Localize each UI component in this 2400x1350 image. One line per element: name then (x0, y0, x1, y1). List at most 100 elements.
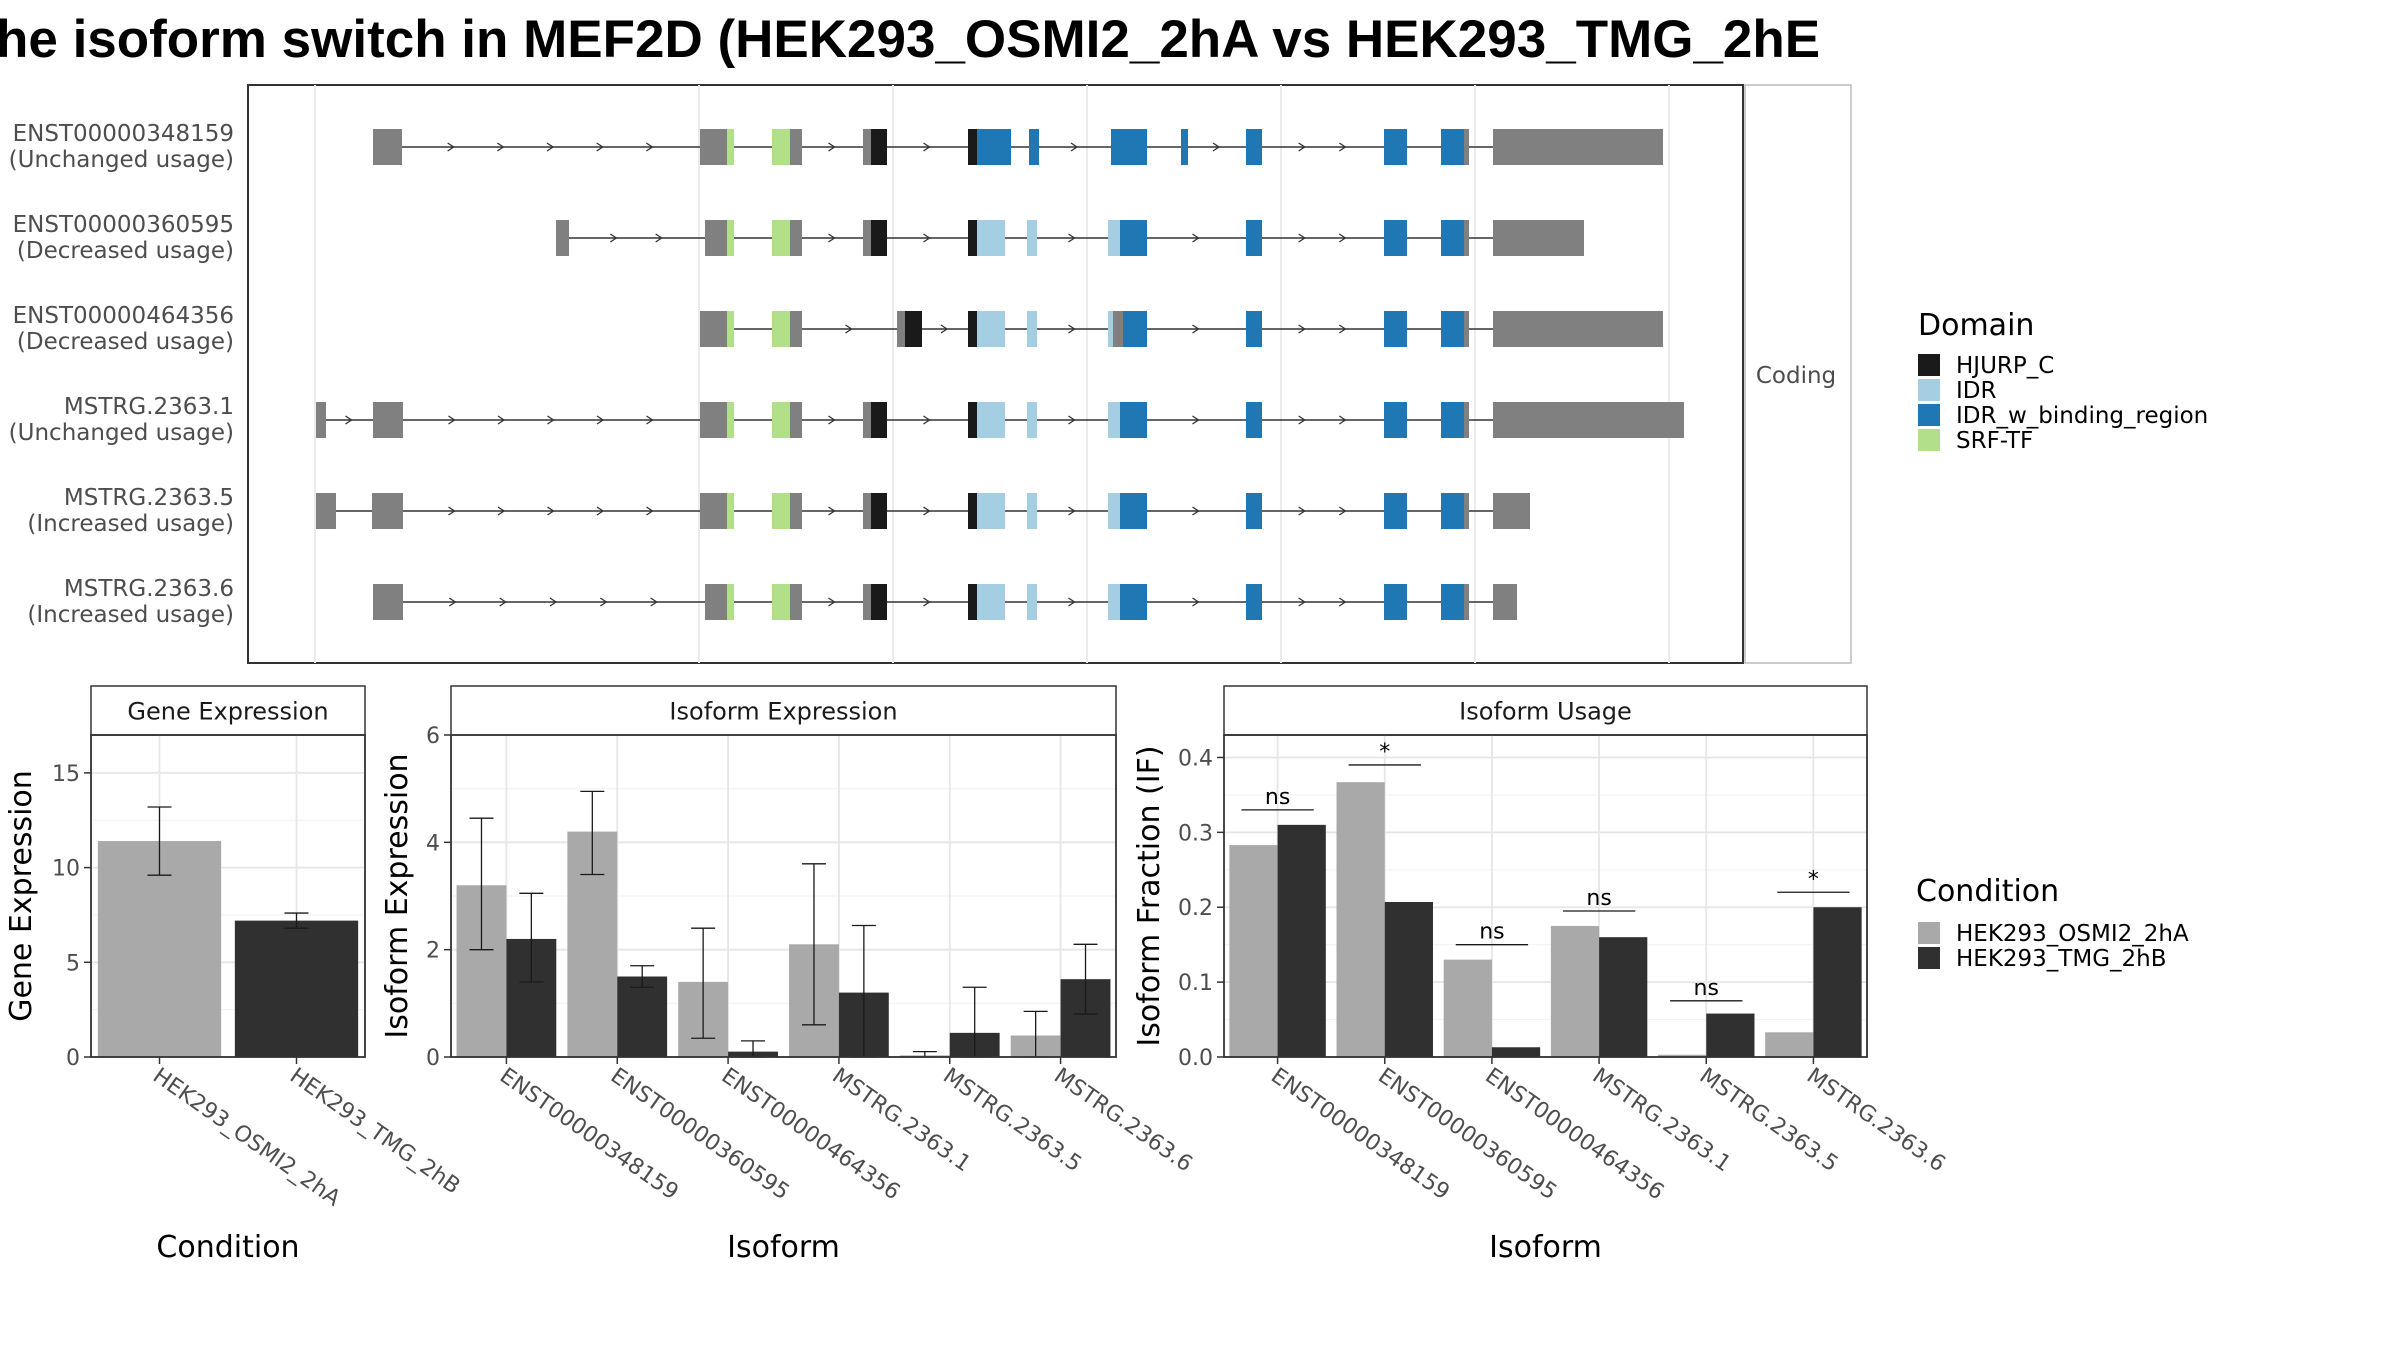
strand-arrow (646, 506, 654, 516)
exon-block (713, 220, 727, 256)
exon-block (1497, 220, 1584, 256)
exon-block (700, 129, 713, 165)
exon-block (790, 493, 802, 529)
exon-block (373, 402, 403, 438)
strand-arrow (1338, 324, 1347, 334)
exon-block (1246, 311, 1262, 347)
strand-arrow (645, 142, 654, 152)
transcript-track (373, 129, 1663, 165)
exon-block (1246, 584, 1262, 620)
exon-block (316, 402, 326, 438)
exon-block (1027, 493, 1037, 529)
panel-border (1223, 734, 1868, 1058)
exon-block (1464, 220, 1469, 256)
strand-arrow (599, 597, 608, 607)
exon-block (790, 311, 802, 347)
strand-arrow (923, 415, 931, 425)
legend-swatch-hjurp-c (1918, 354, 1940, 376)
y-tick-label: 2 (426, 939, 440, 964)
transcript-id-label: MSTRG.2363.6 (64, 576, 234, 602)
strand-arrow (496, 142, 505, 152)
exon-block (372, 493, 403, 529)
exon-block (977, 402, 1005, 438)
exon-block (871, 584, 887, 620)
exon-block (1464, 584, 1469, 620)
strand-arrow (1192, 415, 1200, 425)
exon-block (863, 402, 871, 438)
x-axis-title: Condition (156, 1230, 299, 1265)
bar (1336, 782, 1385, 1057)
x-tick-label: ENST00000464356 (717, 1063, 905, 1205)
exon-block (556, 220, 569, 256)
significance-label: ns (1694, 976, 1719, 1001)
strand-arrow (1298, 142, 1306, 152)
y-tick-label: 4 (426, 831, 440, 856)
exon-block (727, 311, 734, 347)
exon-block (1441, 220, 1464, 256)
strand-arrow (1338, 597, 1347, 607)
strand-arrow (1298, 324, 1306, 334)
condition-legend-title: Condition (1916, 874, 2059, 909)
exon-block (772, 129, 790, 165)
exon-block (373, 129, 402, 165)
strand-arrow (448, 597, 457, 607)
exon-block (968, 402, 977, 438)
strand-arrow (923, 233, 931, 243)
strand-arrow (1298, 597, 1306, 607)
exon-block (1384, 129, 1407, 165)
legend-swatch-cond1 (1918, 922, 1940, 944)
exon-block (1108, 402, 1120, 438)
exon-block (1120, 220, 1147, 256)
bar (1765, 1032, 1814, 1057)
strand-arrow (1298, 415, 1306, 425)
figure-title: he isoform switch in MEF2D (HEK293_OSMI2… (0, 10, 1820, 69)
exon-block (700, 493, 713, 529)
strand-arrow (596, 506, 605, 516)
strand-arrow (940, 324, 949, 334)
legend-swatch-srf-tf (1918, 429, 1940, 451)
exon-block (1246, 493, 1262, 529)
exon-block (1384, 220, 1407, 256)
strand-arrow (549, 597, 558, 607)
bar (97, 841, 222, 1057)
exon-block (1027, 584, 1037, 620)
strand-arrow (1212, 142, 1221, 152)
legend-swatch-idr-binding (1918, 404, 1940, 426)
strand-arrow (828, 142, 836, 152)
strand-arrow (1068, 233, 1076, 243)
exon-block (1120, 584, 1147, 620)
exon-block (968, 220, 977, 256)
isoform-expression-chart: Isoform Expression 0 2 4 6 ENST00000348159ENS… (380, 685, 1197, 1265)
y-axis-title: Gene Expression (4, 770, 39, 1022)
y-tick-label: 0 (66, 1046, 80, 1071)
strand-arrow (448, 506, 456, 516)
strand-arrow (596, 142, 604, 152)
transcript-structure-panel: Coding ENST00000348159(Unchanged usage)E… (9, 84, 1852, 664)
exon-block (1464, 493, 1469, 529)
exon-block (705, 220, 713, 256)
exon-block (1384, 311, 1407, 347)
strand-arrow (1192, 324, 1200, 334)
transcript-track (700, 311, 1663, 347)
y-tick-label: 6 (426, 724, 440, 749)
exon-block (727, 402, 734, 438)
exon-block (727, 493, 734, 529)
strand-arrow (1338, 415, 1347, 425)
exon-block (871, 220, 887, 256)
exon-block (713, 493, 727, 529)
exon-block (1027, 220, 1037, 256)
strand-arrow (497, 506, 506, 516)
exon-block (1181, 129, 1188, 165)
exon-block (373, 584, 403, 620)
exon-block (977, 220, 1005, 256)
legend-item-srf-tf: SRF-TF (1956, 428, 2033, 454)
legend-item-idr-binding: IDR_w_binding_region (1956, 403, 2208, 429)
panel-border (450, 734, 1117, 1058)
domain-legend-title: Domain (1918, 308, 2034, 343)
transcript-rows (316, 129, 1684, 620)
bar (1658, 1054, 1707, 1057)
transcript-track (316, 402, 1684, 438)
bar (1491, 1047, 1541, 1057)
strand-arrow (1338, 142, 1347, 152)
y-axis-title: Isoform Fraction (IF) (1132, 745, 1167, 1046)
